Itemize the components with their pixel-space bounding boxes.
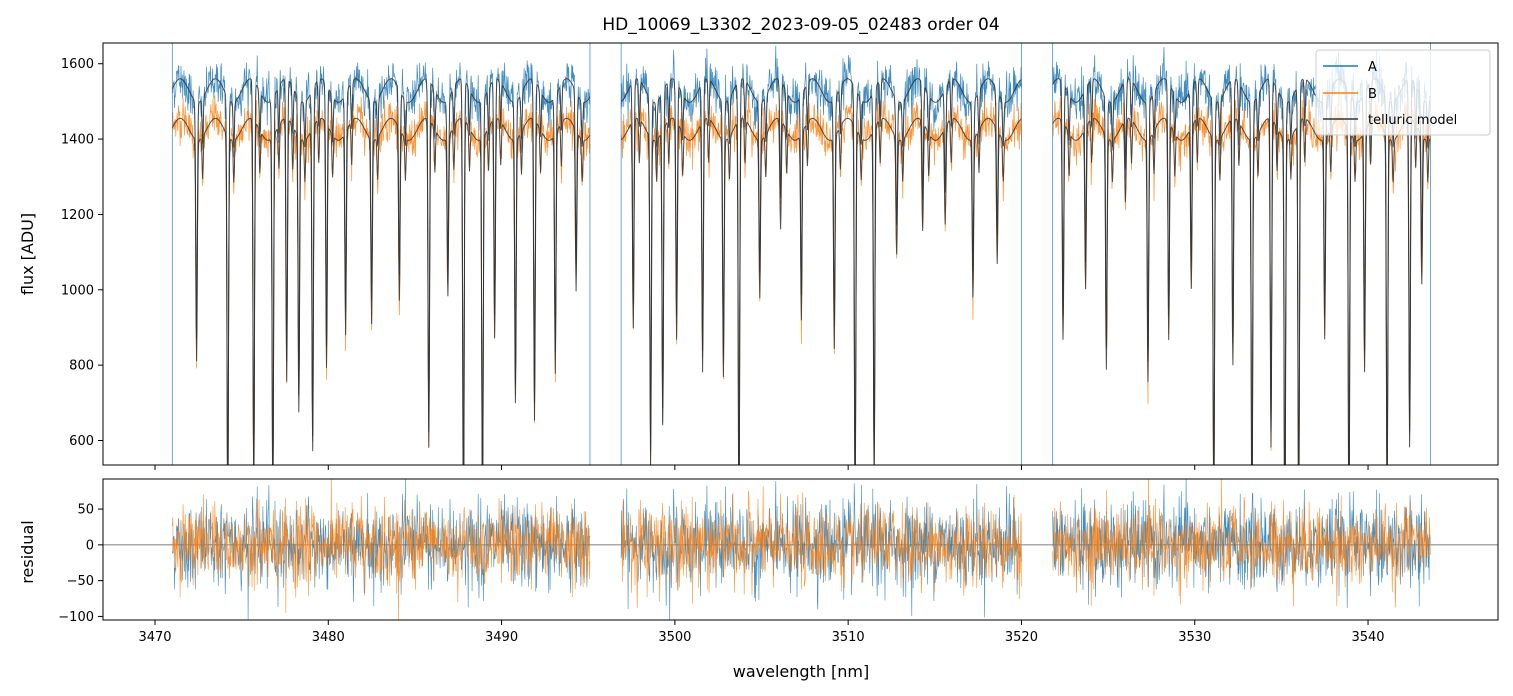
x-tick-label: 3490 [485,630,518,645]
chart-title: HD_10069_L3302_2023-09-05_02483 order 04 [602,15,999,35]
series-a-flux-line [620,45,1022,465]
legend-box [1315,49,1491,136]
x-tick-label: 3510 [832,630,865,645]
telluric-model-line-b [171,117,591,465]
telluric-model-line-b [620,117,1022,465]
legend-label-a: A [1368,60,1377,75]
flux-y-axis-label: flux [ADU] [18,213,37,295]
x-tick-label: 3530 [1178,630,1211,645]
residual-y-tick-label: −100 [58,610,94,625]
flux-panel: 600 800 1000 1200 1400 1600 flux [ADU] A B te… [18,42,1499,470]
x-tick-label: 3500 [658,630,691,645]
flux-y-tick-label: 1400 [61,133,94,148]
series-b-residual-line [172,479,591,620]
residual-axes-frame [102,478,1499,621]
residual-y-axis-label: residual [18,520,37,583]
series-b-residual-line [620,486,1022,608]
residual-y-tick-label: 0 [86,538,94,553]
flux-x-ticks [154,465,1369,470]
x-tick-label: 3480 [312,630,345,645]
flux-y-tick-label: 600 [69,434,94,449]
residual-x-ticks: 3470 3480 3490 3500 3510 3520 3530 3540 [138,620,1385,645]
flux-y-tick-label: 1200 [61,208,94,223]
residual-y-ticks: −100 −50 0 50 [58,503,103,625]
residual-plot-area [103,479,1498,620]
legend-label-b: B [1368,87,1377,102]
flux-y-tick-label: 800 [69,359,94,374]
x-tick-label: 3540 [1351,630,1384,645]
x-tick-label: 3470 [138,630,171,645]
series-a-residual-line [1052,479,1431,609]
legend: A B telluric model [1315,49,1491,136]
residual-y-tick-label: −50 [67,574,94,589]
series-b-flux-line [620,95,1022,465]
series-b-residual-line [1052,479,1431,608]
x-axis-label: wavelength [nm] [733,662,870,681]
flux-y-tick-label: 1600 [61,57,94,72]
x-tick-label: 3520 [1005,630,1038,645]
flux-axes-frame [102,42,1499,466]
legend-label-telluric-model: telluric model [1368,113,1457,128]
telluric-model-line-a [620,78,1022,465]
telluric-model-line-a [171,78,591,465]
residual-y-tick-label: 50 [77,503,94,518]
flux-y-tick-label: 1000 [61,283,94,298]
flux-y-ticks: 600 800 1000 1200 1400 1600 [61,57,103,449]
